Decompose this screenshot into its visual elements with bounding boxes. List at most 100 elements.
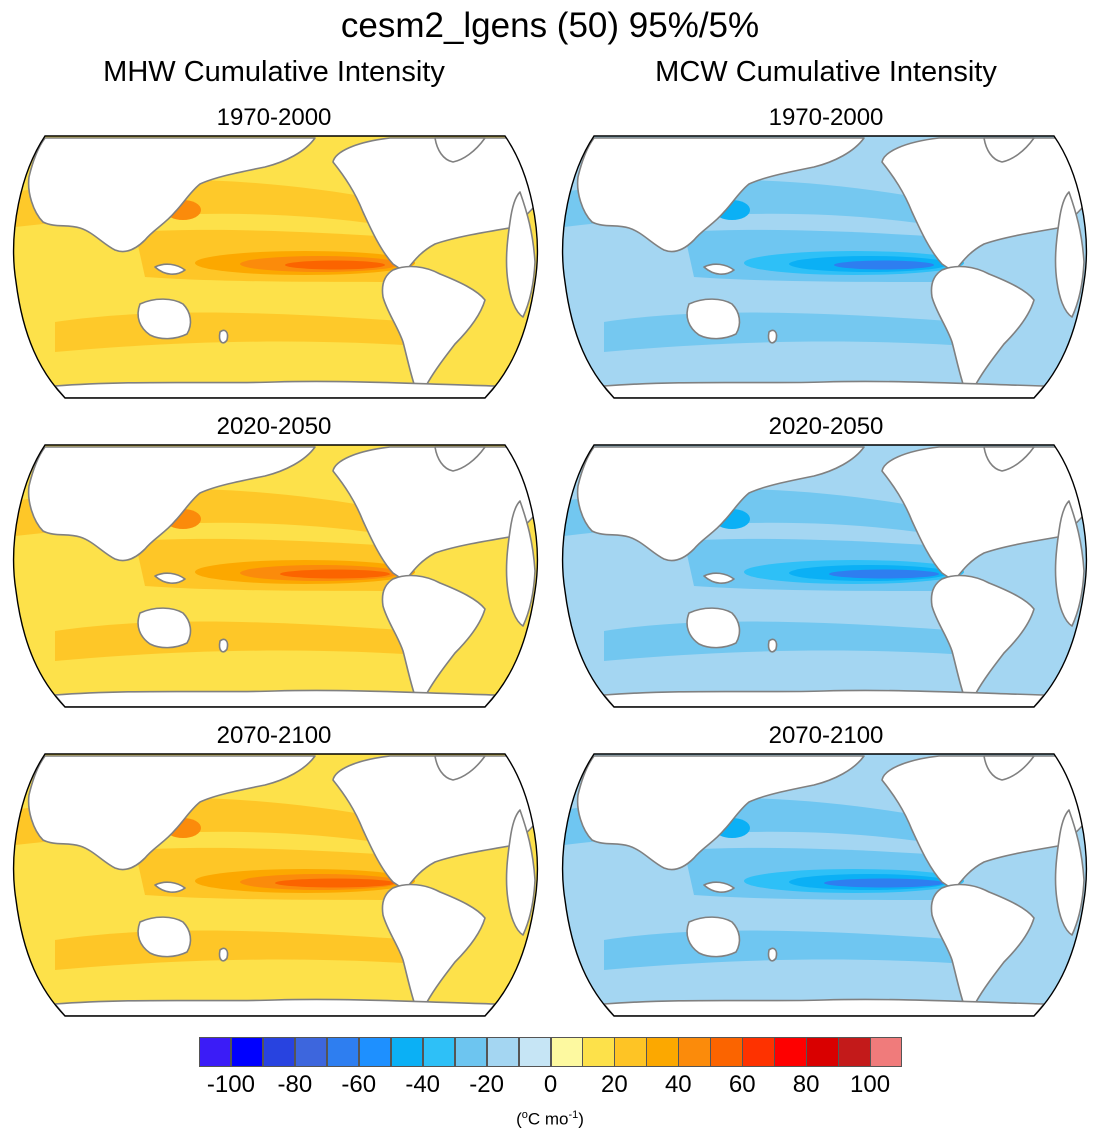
map-mcw-2070-2100 <box>561 753 1087 1017</box>
colorbar-box <box>614 1037 647 1067</box>
colorbar-box <box>582 1037 615 1067</box>
africa-europe <box>505 500 536 627</box>
colorbar-box <box>294 1037 328 1067</box>
eurasia <box>27 755 316 871</box>
eurasia <box>576 755 865 871</box>
south-america <box>381 265 486 388</box>
new-zealand <box>218 638 229 653</box>
ocean-field <box>562 754 1087 1016</box>
colorbar-tick-label: 100 <box>850 1071 891 1098</box>
eurasia <box>576 137 865 253</box>
africa-europe <box>1054 500 1085 627</box>
south-america <box>930 265 1035 388</box>
australia <box>686 298 741 340</box>
map-frame <box>12 135 538 399</box>
map-frame <box>561 135 1087 399</box>
africa-europe <box>1054 809 1085 936</box>
colorbar-tick-label: 0 <box>543 1071 558 1098</box>
colorbar-tick-label: 80 <box>792 1071 820 1098</box>
colorbar-box <box>390 1037 424 1067</box>
panel-title-mcw-2: 2020-2050 <box>768 413 884 440</box>
ocean-field <box>562 136 1087 398</box>
map-mhw-1970-2000 <box>12 135 538 399</box>
africa-europe <box>1054 191 1085 318</box>
colorbar-tick-label: 20 <box>601 1071 628 1098</box>
greenland <box>983 137 1035 163</box>
antarctica <box>603 380 1045 398</box>
equatorial-peak <box>829 569 939 579</box>
colorbar-box <box>199 1037 232 1067</box>
colorbar-tick-label: -80 <box>277 1071 313 1098</box>
antarctica <box>54 380 496 398</box>
south-america <box>930 883 1035 1006</box>
map-frame <box>561 444 1087 708</box>
eurasia <box>27 446 316 562</box>
ocean-field <box>13 754 538 1016</box>
south-america <box>930 574 1035 697</box>
australia <box>686 607 741 649</box>
colorbar-units: (oC mo-1) <box>516 1109 584 1129</box>
antarctica <box>54 689 496 707</box>
colorbar-box <box>678 1037 711 1067</box>
ocean-field <box>13 445 538 707</box>
map-mcw-1970-2000 <box>561 135 1087 399</box>
ocean-field <box>13 136 538 398</box>
equatorial-peak <box>275 878 395 888</box>
australia <box>137 607 192 649</box>
colorbar-box <box>710 1037 743 1067</box>
map-mhw-2070-2100 <box>12 753 538 1017</box>
greenland <box>434 137 486 163</box>
panel-title-mhw-1: 1970-2000 <box>216 104 332 131</box>
colorbar-box <box>262 1037 296 1067</box>
greenland <box>434 446 486 472</box>
map-mcw-2020-2050 <box>561 444 1087 708</box>
colorbar-tick-label: -60 <box>341 1071 377 1098</box>
maritime-continent <box>703 881 735 893</box>
column-title-mcw: MCW Cumulative Intensity <box>655 56 997 88</box>
maritime-continent <box>703 263 735 275</box>
colorbar-box <box>326 1037 360 1067</box>
australia <box>137 916 192 958</box>
equatorial-peak <box>280 569 390 579</box>
colorbar-box <box>422 1037 456 1067</box>
colorbar-box <box>870 1037 903 1067</box>
map-frame <box>12 753 538 1017</box>
greenland <box>983 755 1035 781</box>
new-zealand <box>218 947 229 962</box>
equatorial-peak <box>285 260 385 270</box>
map-frame <box>561 753 1087 1017</box>
colorbar-box <box>518 1037 551 1067</box>
africa-europe <box>505 809 536 936</box>
map-frame <box>12 444 538 708</box>
panel-title-mcw-1: 1970-2000 <box>768 104 884 131</box>
colorbar-box <box>838 1037 871 1067</box>
antarctica <box>54 998 496 1016</box>
africa-europe <box>505 191 536 318</box>
colorbar-box <box>550 1037 583 1067</box>
colorbar-box <box>806 1037 839 1067</box>
maritime-continent <box>703 572 735 584</box>
colorbar-box <box>646 1037 679 1067</box>
panel-title-mhw-2: 2020-2050 <box>216 413 332 440</box>
australia <box>137 298 192 340</box>
colorbar <box>199 1037 903 1069</box>
ocean-field <box>562 445 1087 707</box>
colorbar-tick-label: 40 <box>664 1071 692 1098</box>
colorbar-box <box>230 1037 264 1067</box>
equatorial-peak <box>834 260 934 270</box>
map-mhw-2020-2050 <box>12 444 538 708</box>
south-america <box>381 574 486 697</box>
greenland <box>434 755 486 781</box>
colorbar-box <box>742 1037 775 1067</box>
new-zealand <box>767 947 778 962</box>
eurasia <box>576 446 865 562</box>
colorbar-tick-label: -100 <box>206 1071 255 1098</box>
greenland <box>983 446 1035 472</box>
maritime-continent <box>154 263 186 275</box>
australia <box>686 916 741 958</box>
new-zealand <box>767 329 778 344</box>
figure-title: cesm2_lgens (50) 95%/5% <box>340 6 760 45</box>
colorbar-tick-label: -20 <box>469 1071 504 1098</box>
new-zealand <box>218 329 229 344</box>
south-america <box>381 883 486 1006</box>
